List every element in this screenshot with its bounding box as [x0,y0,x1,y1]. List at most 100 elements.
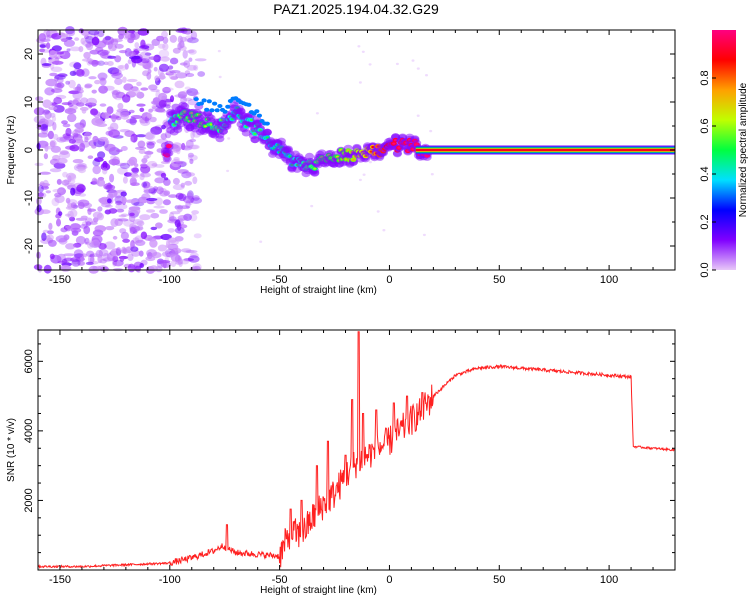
noise-blob [89,253,95,258]
noise-blob [112,235,118,240]
noise-blob [91,89,97,94]
noise-blob [168,237,177,243]
noise-blob [357,45,361,48]
snr-frame [37,329,676,571]
noise-blob [59,150,69,156]
trace-core [394,139,398,142]
trace-branch-point [264,121,270,126]
noise-blob [98,249,109,257]
noise-blob [156,186,164,195]
trace-core [397,146,401,149]
noise-blob [119,162,130,170]
noise-blob [137,140,146,148]
noise-blob [115,247,122,256]
noise-blob [150,100,160,105]
noise-blob [61,258,68,265]
noise-blob [68,90,80,95]
trace-core [313,167,317,170]
noise-blob [77,260,85,266]
noise-blob [125,199,138,203]
noise-blob [69,144,80,152]
noise-blob [50,66,63,73]
noise-blob [39,48,46,53]
noise-blob [141,158,148,164]
noise-blob [169,70,181,74]
trace-branch-point [206,99,212,104]
noise-blob [59,136,72,142]
noise-blob [65,127,72,137]
noise-blob [71,259,81,267]
noise-blob [185,249,198,254]
trace-core [351,158,355,161]
snr-y-ticks: 2000 4000 6000 [23,343,675,571]
noise-blob [112,259,124,267]
noise-blob [165,104,171,109]
noise-blob [104,143,116,152]
noise-blob [107,55,117,59]
spectrogram-noise-field [33,26,434,274]
noise-blob [117,65,124,70]
noise-blob [92,158,101,167]
noise-blob [154,75,160,82]
x-tick-label: -50 [272,274,288,286]
noise-blob [49,72,58,77]
noise-blob [69,46,81,52]
noise-blob [61,120,68,125]
noise-blob [96,179,106,187]
noise-blob [52,188,64,193]
noise-blob [180,146,189,150]
noise-blob [97,206,103,212]
snr-panel: -150 -100 -50 0 50 100 2000 4000 6000 Height of… [6,329,676,596]
noise-blob [148,56,159,60]
noise-blob [143,155,150,160]
noise-blob [150,212,160,219]
noise-blob [180,27,188,34]
noise-blob [42,99,52,108]
noise-blob [49,112,56,118]
noise-blob [46,42,51,49]
colorbar-tick-label: 0.4 [699,166,711,181]
noise-blob [189,213,198,222]
trace-branch-point [204,107,210,112]
noise-blob [77,167,86,174]
y-tick-label: 4000 [23,419,35,443]
noise-blob [227,137,231,140]
trace-halo [241,129,251,137]
trace-core [209,123,213,126]
noise-blob [190,31,198,40]
noise-blob [170,211,181,215]
noise-blob [425,74,428,77]
noise-blob [105,204,113,208]
noise-blob [39,171,51,175]
noise-blob [153,66,158,72]
noise-blob [416,114,420,117]
noise-blob [79,106,89,111]
noise-blob [72,90,83,100]
trace-branch-point [256,113,262,118]
y-tick-label: 2000 [23,488,35,512]
noise-blob [98,85,108,94]
noise-blob [108,129,120,138]
noise-blob [162,199,171,206]
noise-blob [127,253,134,261]
noise-blob [45,190,51,194]
noise-blob [416,67,420,70]
noise-blob [146,72,152,80]
trace-branch-point [254,109,260,114]
noise-blob [83,225,91,235]
noise-blob [130,228,138,233]
noise-blob [166,239,170,249]
noise-blob [99,77,106,82]
noise-blob [66,172,76,180]
noise-blob [218,75,222,79]
noise-blob [102,253,110,262]
noise-blob [107,61,114,66]
spectrogram-x-axis-label: Height of straight line (km) [260,285,377,296]
noise-blob [86,97,98,106]
noise-blob [80,215,88,219]
noise-blob [38,118,49,127]
noise-blob [139,51,151,61]
noise-blob [178,193,187,202]
noise-blob [109,122,119,132]
x-tick-label: 0 [386,574,392,586]
